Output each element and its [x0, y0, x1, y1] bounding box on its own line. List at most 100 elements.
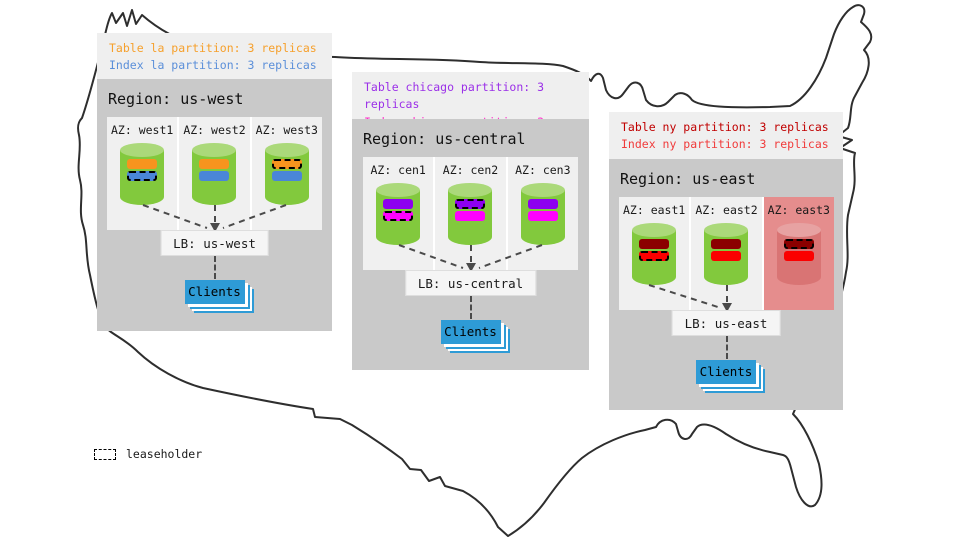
load-balancer-us-east: LB: us-east: [671, 310, 781, 336]
replica-bars: [271, 159, 302, 181]
database-cylinder-icon: [704, 223, 749, 285]
region-us-central: Region: us-central AZ: cen1 AZ: cen2: [352, 119, 589, 370]
cylinder-top: [520, 183, 565, 197]
replica-bar-table: [711, 239, 742, 249]
replica-bar-index: [383, 211, 414, 221]
replica-bars: [639, 239, 670, 261]
database-cylinder-icon: [632, 223, 677, 285]
replica-bar-index: [455, 211, 486, 221]
database-cylinder-icon: [120, 143, 165, 205]
replica-bars: [199, 159, 230, 181]
replica-bar-index: [711, 251, 742, 261]
arrow-down-icon: [210, 223, 220, 232]
partition-callout-west: Table la partition: 3 replicas Index la …: [97, 33, 332, 79]
replica-bars: [127, 159, 158, 181]
replica-bar-table: [527, 199, 558, 209]
lb-clients-connector: [470, 296, 472, 319]
replica-bar-table: [199, 159, 230, 169]
lb-clients-connector: [214, 256, 216, 279]
region-title-us-central: Region: us-central: [363, 130, 526, 148]
cylinder-top: [120, 143, 165, 157]
database-cylinder-icon: [264, 143, 309, 205]
replica-bars: [383, 199, 414, 221]
leaseholder-legend: leaseholder: [94, 447, 202, 461]
lb-connector-lines: [142, 204, 287, 232]
replica-bar-table: [127, 159, 158, 169]
load-balancer-us-west: LB: us-west: [160, 230, 269, 256]
database-cylinder-icon: [448, 183, 493, 245]
database-cylinder-icon: [376, 183, 421, 245]
replica-bar-index: [527, 211, 558, 221]
us-central-group: Table chicago partition: 3 replicas Inde…: [352, 72, 589, 370]
region-title-us-west: Region: us-west: [108, 90, 244, 108]
replica-bar-table: [783, 239, 814, 249]
az-label: AZ: west3: [255, 123, 318, 137]
lb-connector-lines: [648, 284, 732, 312]
cylinder-top: [192, 143, 237, 157]
clients-node-us-west: Clients: [184, 280, 245, 304]
az-row-us-west: AZ: west1 AZ: west2: [107, 117, 322, 230]
cylinder-top: [264, 143, 309, 157]
az-label: AZ: east2: [695, 203, 758, 217]
replica-bar-table: [455, 199, 486, 209]
cylinder-top: [776, 223, 821, 237]
database-cylinder-icon: [192, 143, 237, 205]
az-row-us-east: AZ: east1 AZ: east2: [619, 197, 834, 310]
az-west2: AZ: west2: [179, 117, 250, 230]
replica-bar-index: [271, 171, 302, 181]
cylinder-top: [704, 223, 749, 237]
az-east3-down: AZ: east3: [763, 197, 834, 310]
cylinder-top: [448, 183, 493, 197]
arrow-down-icon: [466, 263, 476, 272]
leaseholder-swatch-icon: [94, 448, 116, 460]
partition-callout-central: Table chicago partition: 3 replicas Inde…: [352, 72, 589, 146]
az-label: AZ: west1: [111, 123, 174, 137]
replica-bar-table: [639, 239, 670, 249]
callout-line-index-ny: Index ny partition: 3 replicas: [621, 137, 829, 152]
az-east1: AZ: east1: [619, 197, 690, 310]
region-us-west: Region: us-west AZ: west1 AZ: west2: [97, 79, 332, 331]
us-west-group: Table la partition: 3 replicas Index la …: [97, 33, 332, 331]
partition-callout-east: Table ny partition: 3 replicas Index ny …: [609, 112, 843, 159]
replica-bar-index: [127, 171, 158, 181]
az-cen2: AZ: cen2: [435, 157, 506, 270]
az-label: AZ: cen1: [370, 163, 426, 177]
az-west3: AZ: west3: [251, 117, 322, 230]
callout-line-table-la: Table la partition: 3 replicas: [109, 41, 317, 55]
replica-bars: [783, 239, 814, 261]
replica-bar-table: [383, 199, 414, 209]
az-cen3: AZ: cen3: [507, 157, 578, 270]
az-label: AZ: cen2: [442, 163, 499, 177]
clients-node-us-central: Clients: [440, 320, 501, 344]
replica-bar-index: [199, 171, 230, 181]
region-us-east: Region: us-east AZ: east1 AZ: east2: [609, 159, 843, 410]
database-cylinder-icon: [520, 183, 565, 245]
lb-clients-connector: [726, 336, 728, 359]
callout-line-table-ny: Table ny partition: 3 replicas: [621, 120, 829, 134]
az-west1: AZ: west1: [107, 117, 178, 230]
us-map-path: [77, 4, 873, 537]
region-title-us-east: Region: us-east: [620, 170, 756, 188]
az-label: AZ: east1: [623, 203, 686, 217]
cylinder-top: [632, 223, 677, 237]
database-cylinder-icon: [776, 223, 821, 285]
arrow-down-icon: [722, 303, 732, 312]
replica-bar-table: [271, 159, 302, 169]
replica-bars: [711, 239, 742, 261]
az-cen1: AZ: cen1: [363, 157, 434, 270]
az-label: AZ: west2: [183, 123, 246, 137]
az-label: AZ: east3: [767, 203, 830, 217]
lb-connector-lines: [398, 244, 543, 272]
legend-label: leaseholder: [126, 447, 203, 461]
us-east-group: Table ny partition: 3 replicas Index ny …: [609, 112, 843, 410]
az-east2: AZ: east2: [691, 197, 762, 310]
load-balancer-us-central: LB: us-central: [404, 270, 537, 296]
replica-bar-index: [783, 251, 814, 261]
cylinder-top: [376, 183, 421, 197]
clients-node-us-east: Clients: [696, 360, 756, 384]
callout-line-index-la: Index la partition: 3 replicas: [109, 58, 317, 73]
callout-line-table-chicago: Table chicago partition: 3 replicas: [364, 80, 545, 112]
replica-bar-index: [639, 251, 670, 261]
